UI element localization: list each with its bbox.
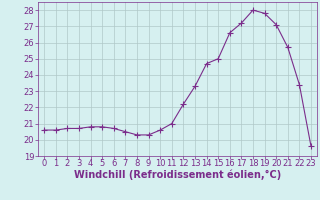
X-axis label: Windchill (Refroidissement éolien,°C): Windchill (Refroidissement éolien,°C) bbox=[74, 169, 281, 180]
